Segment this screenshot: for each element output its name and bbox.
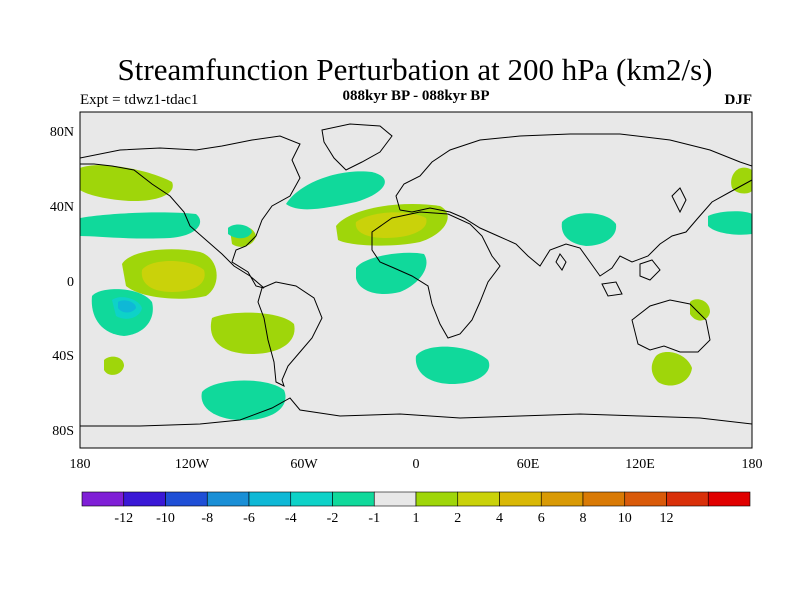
colorbar-swatch [540, 491, 584, 507]
colorbar-label: -6 [243, 511, 255, 526]
anomaly-fill [561, 213, 617, 246]
colorbar-label: -2 [327, 511, 339, 526]
colorbar-swatch [332, 491, 375, 507]
coastline-islands [555, 187, 687, 297]
coastline-eurasia [395, 133, 752, 277]
anomaly-fill [731, 167, 752, 194]
anomaly-fills [80, 165, 752, 421]
anomaly-fill [80, 165, 173, 202]
lat-tick-label: 80N [50, 125, 74, 140]
plot-title: Streamfunction Perturbation at 200 hPa (… [117, 52, 713, 87]
colorbar-label: -8 [201, 511, 213, 526]
period-label: 088kyr BP - 088kyr BP [342, 88, 490, 104]
coastline-north-america [80, 135, 301, 289]
lat-tick-label: 40N [50, 200, 74, 215]
lon-tick-label: 120E [625, 457, 655, 472]
colorbar-label: 4 [496, 511, 503, 526]
anomaly-fill [286, 171, 385, 210]
lat-tick-label: 40S [52, 349, 74, 364]
colorbar-swatch [457, 491, 500, 507]
colorbar-swatch [582, 491, 626, 507]
latitude-axis: 80N 40N 0 40S 80S [50, 125, 74, 439]
colorbar-swatch [707, 491, 751, 507]
anomaly-fill [651, 352, 692, 386]
colorbar-label: -12 [114, 511, 133, 526]
colorbar-swatch [206, 491, 250, 507]
coastline-greenland [321, 123, 393, 171]
coastline-antarctica [80, 397, 752, 427]
lon-tick-label: 60W [290, 457, 318, 472]
colorbar-swatch [499, 491, 542, 507]
lat-tick-label: 0 [67, 275, 74, 290]
colorbar-swatch [81, 491, 125, 507]
colorbar-swatch [248, 491, 292, 507]
lon-tick-label: 180 [742, 457, 763, 472]
colorbar-swatch [290, 491, 333, 507]
anomaly-fill [80, 212, 201, 239]
colorbar-label: -1 [368, 511, 380, 526]
coastlines [80, 123, 752, 427]
colorbar-swatch [666, 491, 709, 507]
longitude-axis: 180 120W 60W 0 60E 120E 180 [70, 457, 763, 472]
season-label: DJF [724, 92, 753, 108]
colorbar-swatch [123, 491, 166, 507]
anomaly-fill [141, 261, 205, 292]
anomaly-fill [210, 312, 295, 354]
colorbar-label: 8 [580, 511, 587, 526]
lon-tick-label: 60E [517, 457, 540, 472]
coastline-africa [371, 211, 501, 339]
colorbar-label: -4 [285, 511, 297, 526]
colorbar [81, 491, 751, 507]
lon-tick-label: 120W [175, 457, 210, 472]
anomaly-fill [104, 356, 124, 375]
map-frame [79, 111, 753, 449]
anomaly-fill [415, 346, 490, 384]
experiment-label: Expt = tdwz1-tdac1 [80, 92, 199, 108]
colorbar-labels: -12 -10 -8 -6 -4 -2 -1 1 2 4 6 8 10 12 [114, 511, 673, 526]
colorbar-swatch [373, 491, 417, 507]
lon-tick-label: 0 [413, 457, 420, 472]
colorbar-label: 12 [660, 511, 674, 526]
coastline-south-america [257, 281, 323, 387]
colorbar-swatch [415, 491, 459, 507]
colorbar-label: 10 [618, 511, 632, 526]
anomaly-fill [708, 211, 752, 235]
lat-tick-label: 80S [52, 424, 74, 439]
anomaly-fill [355, 212, 427, 238]
colorbar-swatch [624, 491, 667, 507]
anomaly-fill [118, 300, 136, 313]
colorbar-label: 1 [413, 511, 420, 526]
colorbar-label: -10 [156, 511, 175, 526]
colorbar-swatch [165, 491, 208, 507]
lon-tick-label: 180 [70, 457, 91, 472]
anomaly-fill [356, 252, 427, 295]
anomaly-fill [690, 299, 710, 321]
anomaly-fill [228, 224, 252, 239]
coastline-australia [631, 299, 711, 353]
colorbar-label: 6 [538, 511, 545, 526]
colorbar-label: 2 [454, 511, 461, 526]
